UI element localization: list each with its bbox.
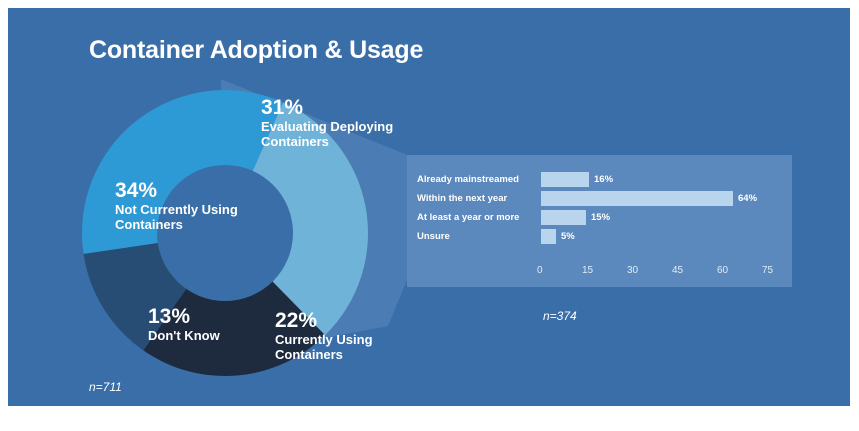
bar [541,229,556,244]
donut-slice-0 [225,102,368,336]
x-tick-label: 30 [627,265,639,276]
slide: Container Adoption & Usage 31% Evaluatin… [8,8,850,406]
pct-not-using: 34% [115,179,158,202]
donut-hole [157,165,293,301]
pct-evaluating: 31% [261,96,304,119]
label-currently-using: 22% Currently Using Containers [275,309,405,363]
bar-category-label: Already mainstreamed [417,174,519,185]
bar-value-label: 5% [561,231,575,242]
bar-value-label: 15% [591,212,611,223]
bar [541,210,586,225]
pct-currently-using: 22% [275,309,318,332]
bar-category-label: Unsure [417,231,450,242]
x-tick-label: 45 [672,265,684,276]
bar [541,191,733,206]
bar-chart-panel: Already mainstreamed 16% Within the next y… [407,155,792,287]
donut-slice-1 [143,233,326,376]
bar-category-label: Within the next year [417,193,508,204]
label-not-using: 34% Not Currently Using Containers [115,179,245,233]
chart-title: Container Adoption & Usage [89,36,424,64]
bar-category-label: At least a year or more [417,212,520,223]
x-tick-label: 15 [582,265,594,276]
label-evaluating: 31% Evaluating Deploying Containers [261,96,421,150]
text-not-using: Not Currently Using Containers [115,202,238,232]
donut-chart [82,79,407,376]
x-tick-label: 0 [537,265,543,276]
pct-dont-know: 13% [148,305,191,328]
x-tick-label: 60 [717,265,729,276]
text-currently-using: Currently Using Containers [275,332,373,362]
donut-sample-size: n=711 [89,380,122,394]
bar-value-label: 64% [738,193,758,204]
x-tick-label: 75 [762,265,774,276]
label-dont-know: 13% Don't Know [148,305,220,344]
bar-sample-size: n=374 [543,309,577,323]
text-dont-know: Don't Know [148,328,220,343]
text-evaluating: Evaluating Deploying Containers [261,119,394,149]
bar [541,172,589,187]
bar-value-label: 16% [594,174,614,185]
